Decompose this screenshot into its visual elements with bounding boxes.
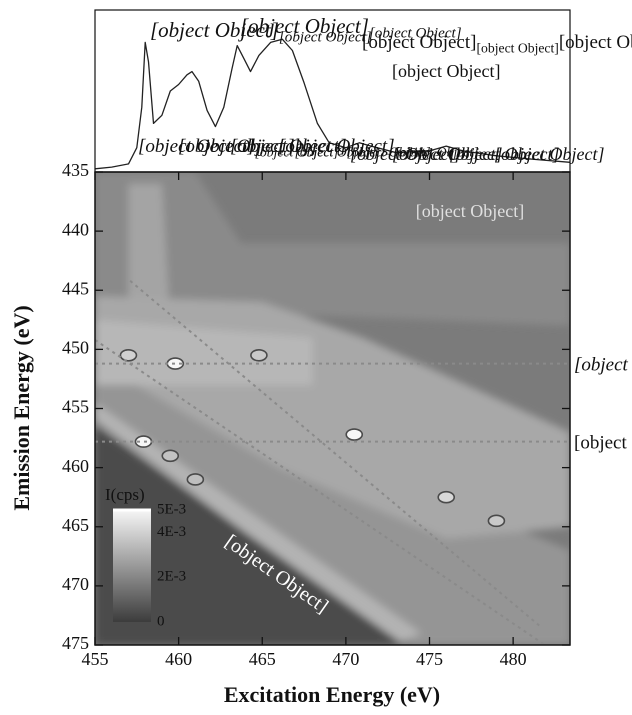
x-tick-label: 480 — [500, 649, 527, 669]
y-tick-label: 450 — [62, 338, 89, 358]
xas-annotation: [object Object] — [494, 144, 604, 164]
text-part: [object Object] — [395, 145, 479, 160]
intensity-region — [128, 183, 171, 326]
emission-line-label: [object Object][object Object][object Ob… — [574, 433, 632, 456]
text-part: [object Object] — [574, 355, 632, 376]
xas-annotation: [object Object][object Object] — [278, 136, 479, 159]
hotspot — [437, 490, 456, 504]
text-part: [object Object] — [350, 144, 460, 164]
text-part: [object Object] — [416, 201, 524, 221]
x-tick-label: 475 — [416, 649, 443, 669]
intensity-region — [95, 319, 313, 385]
hotspot — [250, 348, 268, 362]
xas-annotation: [object Object] — [350, 144, 460, 164]
xas-annotation: [object Object][object Object] — [230, 136, 431, 159]
hotspot — [119, 348, 138, 362]
y-axis-label: Emission Energy (eV) — [9, 305, 34, 510]
colorbar-title: I(cps) — [105, 485, 145, 504]
hotspot — [186, 473, 205, 486]
map-soft-inner — [95, 172, 570, 645]
xas-annotation: [object Object][object Object] — [150, 18, 372, 46]
hotspot — [345, 428, 364, 441]
hotspot — [161, 449, 180, 463]
text-part: [object Object] — [559, 32, 632, 53]
colorbar-tick-label: 5E-3 — [157, 501, 186, 517]
xas-annotation: [object Object] — [392, 144, 502, 164]
map-overlay — [95, 280, 570, 645]
text-part: [object Object] — [295, 145, 379, 160]
text-part: [object Object] — [255, 145, 339, 160]
y-tick-label: 470 — [62, 574, 89, 594]
xas-annotation: [object Object][object Object] — [240, 14, 462, 42]
xas-annotation: [object Object][object Object] — [178, 136, 379, 159]
intensity-region — [95, 426, 405, 645]
text-part: [object Object] — [279, 30, 372, 46]
colorbar — [113, 510, 151, 622]
text-part: [object Object] — [369, 26, 462, 42]
x-tick-label: 470 — [332, 649, 359, 669]
colorbar-tick-label: 2E-3 — [157, 569, 186, 585]
y-tick-label: 475 — [62, 633, 89, 653]
text-part: [object Object] — [347, 145, 431, 160]
text-part: [object Object] — [494, 144, 604, 164]
hotspot — [487, 514, 506, 528]
y-tick-label: 440 — [62, 219, 89, 239]
y-tick-label: 455 — [62, 397, 89, 417]
loss-line — [129, 280, 541, 627]
xas-plot — [95, 38, 570, 170]
text-part: [object Object] — [574, 433, 632, 454]
map-soft — [95, 172, 570, 645]
emission-line-label: [object Object][object Object][object Ob… — [574, 355, 632, 378]
y-tick-label: 445 — [62, 278, 89, 298]
x-tick-label: 460 — [165, 649, 192, 669]
text-part: [object Object] — [476, 41, 558, 56]
x-tick-label: 455 — [82, 649, 109, 669]
text-part: [object Object] — [150, 18, 279, 42]
text-part: [object Object] — [240, 14, 369, 38]
xas-curve — [95, 38, 570, 170]
y-tick-label: 435 — [62, 160, 89, 180]
text-part: [object Object] — [392, 61, 500, 81]
text-part: [object Object] — [138, 136, 255, 157]
colorbar-tick-label: 4E-3 — [157, 524, 186, 540]
panel-label: [object Object] — [416, 201, 524, 221]
xas-annotation: [object Object][object Object][object Ob… — [362, 32, 632, 55]
x-tick-label: 465 — [249, 649, 276, 669]
text-part: [object Object] — [362, 32, 476, 53]
text-part: [object Object] — [278, 136, 395, 157]
text-part: [object Object] — [449, 144, 559, 164]
xas-annotation: [object Object] — [392, 61, 500, 81]
text-part: [object Object] — [392, 144, 502, 164]
text-part: [object Object] — [178, 136, 295, 157]
xas-annotation: [object Object][object Object] — [138, 136, 339, 159]
xas-annotation: [object Object] — [449, 144, 559, 164]
intensity-region — [95, 402, 422, 645]
intensity-region — [212, 242, 570, 326]
text-part: [object Object] — [230, 136, 347, 157]
y-tick-label: 465 — [62, 515, 89, 535]
y-tick-label: 460 — [62, 456, 89, 476]
colorbar-tick-label: 0 — [157, 613, 165, 629]
x-axis-label: Excitation Energy (eV) — [224, 682, 440, 707]
